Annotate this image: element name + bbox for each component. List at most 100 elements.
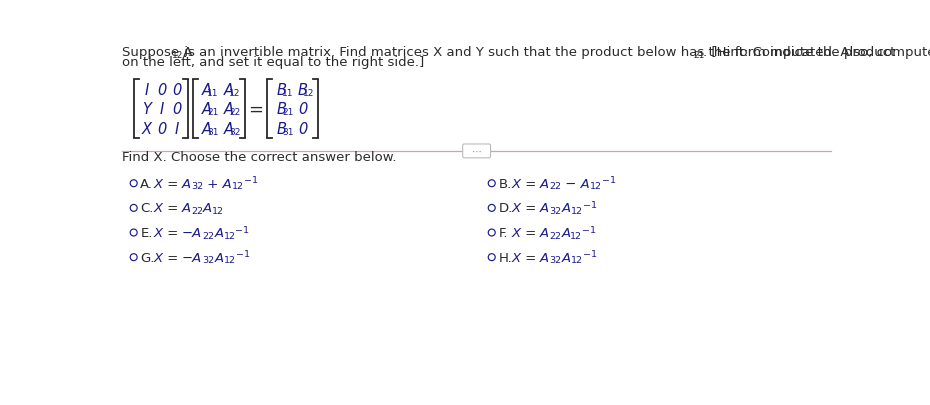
Text: A: A <box>202 102 212 117</box>
Text: X: X <box>153 177 163 190</box>
Text: H.: H. <box>498 251 512 264</box>
Text: is an invertible matrix. Find matrices X and Y such that the product below has t: is an invertible matrix. Find matrices X… <box>179 46 930 59</box>
Text: B: B <box>277 102 286 117</box>
Text: −A: −A <box>182 226 203 239</box>
Text: A: A <box>214 226 223 239</box>
Text: 32: 32 <box>192 182 204 191</box>
Text: −1: −1 <box>602 176 616 185</box>
Text: Find X. Choose the correct answer below.: Find X. Choose the correct answer below. <box>123 151 397 164</box>
Text: −1: −1 <box>235 249 249 258</box>
Text: =: = <box>521 226 540 239</box>
Text: B: B <box>277 82 286 97</box>
Text: 0: 0 <box>298 121 307 136</box>
Text: B.: B. <box>498 177 512 190</box>
Text: −1: −1 <box>244 176 258 185</box>
Text: A: A <box>540 177 550 190</box>
Text: A: A <box>202 82 212 97</box>
Text: ⋯: ⋯ <box>472 147 482 156</box>
Text: . [Hint: Compute the product: . [Hint: Compute the product <box>703 46 896 59</box>
Text: F.: F. <box>498 226 508 239</box>
Text: X: X <box>512 177 521 190</box>
Text: =: = <box>521 177 540 190</box>
Text: − A: − A <box>561 177 590 190</box>
Text: + A: + A <box>204 177 232 190</box>
Text: 0: 0 <box>157 82 166 97</box>
Text: A: A <box>223 82 233 97</box>
Text: =: = <box>521 251 540 264</box>
Text: 22: 22 <box>550 182 561 191</box>
Text: 32: 32 <box>229 127 241 136</box>
Text: A: A <box>182 202 192 215</box>
Text: −1: −1 <box>582 200 596 209</box>
Text: A: A <box>203 202 212 215</box>
Text: B: B <box>298 82 308 97</box>
Text: 12: 12 <box>570 207 582 215</box>
Text: 21: 21 <box>694 51 705 60</box>
Text: E.: E. <box>140 226 153 239</box>
Text: A: A <box>182 177 192 190</box>
Text: −1: −1 <box>582 249 596 258</box>
Text: X: X <box>153 251 163 264</box>
Text: 22: 22 <box>550 231 561 240</box>
Text: 0: 0 <box>172 102 181 117</box>
Text: −1: −1 <box>582 225 596 234</box>
Text: A: A <box>561 226 570 239</box>
Text: I: I <box>160 102 165 117</box>
Text: 32: 32 <box>550 207 562 215</box>
Text: A: A <box>223 102 233 117</box>
Text: X: X <box>512 251 521 264</box>
Text: =: = <box>248 100 263 118</box>
Text: 12: 12 <box>223 256 235 265</box>
Text: =: = <box>163 226 182 239</box>
Text: 31: 31 <box>207 127 219 136</box>
Text: A: A <box>540 251 550 264</box>
Text: I: I <box>145 82 149 97</box>
Text: X: X <box>153 202 163 215</box>
Text: 0: 0 <box>157 121 166 136</box>
Text: 12: 12 <box>232 182 244 191</box>
Text: A: A <box>215 251 223 264</box>
Text: 32: 32 <box>550 256 562 265</box>
Text: 11: 11 <box>207 88 219 97</box>
Text: X: X <box>142 121 152 136</box>
Text: −A: −A <box>182 251 203 264</box>
Text: 0: 0 <box>298 102 307 117</box>
Text: 22: 22 <box>203 231 214 240</box>
Text: A: A <box>223 121 233 136</box>
Text: 0: 0 <box>172 82 181 97</box>
Text: 22: 22 <box>192 207 203 215</box>
Text: 12: 12 <box>570 256 582 265</box>
Text: X: X <box>153 226 163 239</box>
Text: =: = <box>521 202 540 215</box>
Text: =: = <box>163 177 182 190</box>
Text: 12: 12 <box>223 231 235 240</box>
Text: G.: G. <box>140 251 154 264</box>
Text: 32: 32 <box>203 256 215 265</box>
Text: 12: 12 <box>590 182 602 191</box>
Text: A: A <box>540 202 550 215</box>
Text: A: A <box>540 226 550 239</box>
Text: B: B <box>277 121 286 136</box>
Text: A: A <box>562 251 570 264</box>
Text: C.: C. <box>140 202 153 215</box>
Text: 12: 12 <box>229 88 241 97</box>
Text: Y: Y <box>142 102 152 117</box>
Text: 11: 11 <box>282 88 294 97</box>
Text: 31: 31 <box>282 127 294 136</box>
Text: 12: 12 <box>303 88 314 97</box>
FancyBboxPatch shape <box>463 145 491 158</box>
Text: D.: D. <box>498 202 512 215</box>
Text: A.: A. <box>140 177 153 190</box>
Text: 12: 12 <box>172 51 183 60</box>
Text: X: X <box>512 202 521 215</box>
Text: X: X <box>512 226 521 239</box>
Text: I: I <box>175 121 179 136</box>
Text: 21: 21 <box>282 108 294 117</box>
Text: =: = <box>163 251 182 264</box>
Text: A: A <box>562 202 570 215</box>
Text: 12: 12 <box>570 231 582 240</box>
Text: on the left, and set it equal to the right side.]: on the left, and set it equal to the rig… <box>123 56 425 69</box>
Text: A: A <box>202 121 212 136</box>
Text: 12: 12 <box>212 207 224 215</box>
Text: Suppose A: Suppose A <box>123 46 193 59</box>
